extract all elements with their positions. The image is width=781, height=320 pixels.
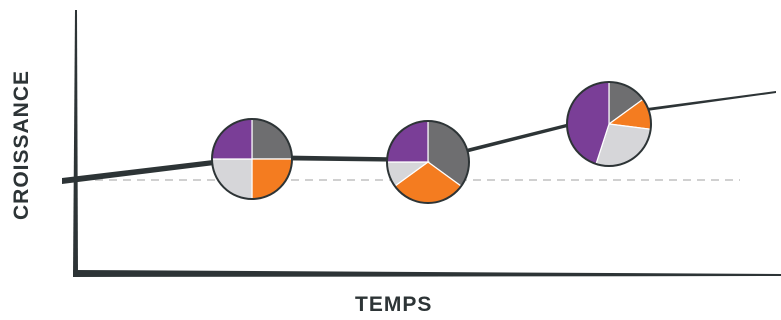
pie-3-outline	[566, 81, 652, 167]
x-axis-title: TEMPS	[355, 293, 433, 316]
x-axis	[73, 270, 781, 277]
pie-chart-2	[386, 120, 470, 204]
pie-1-outline	[211, 118, 293, 200]
pie-chart-3	[566, 81, 652, 167]
pie-2-outline	[386, 120, 470, 204]
pie-chart-1	[211, 118, 293, 200]
y-axis-title: CROISSANCE	[10, 69, 33, 221]
y-axis	[73, 10, 78, 276]
